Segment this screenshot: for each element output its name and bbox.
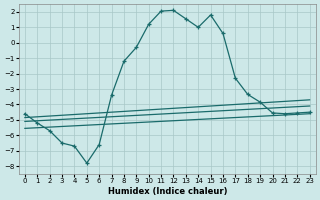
X-axis label: Humidex (Indice chaleur): Humidex (Indice chaleur) [108, 187, 227, 196]
